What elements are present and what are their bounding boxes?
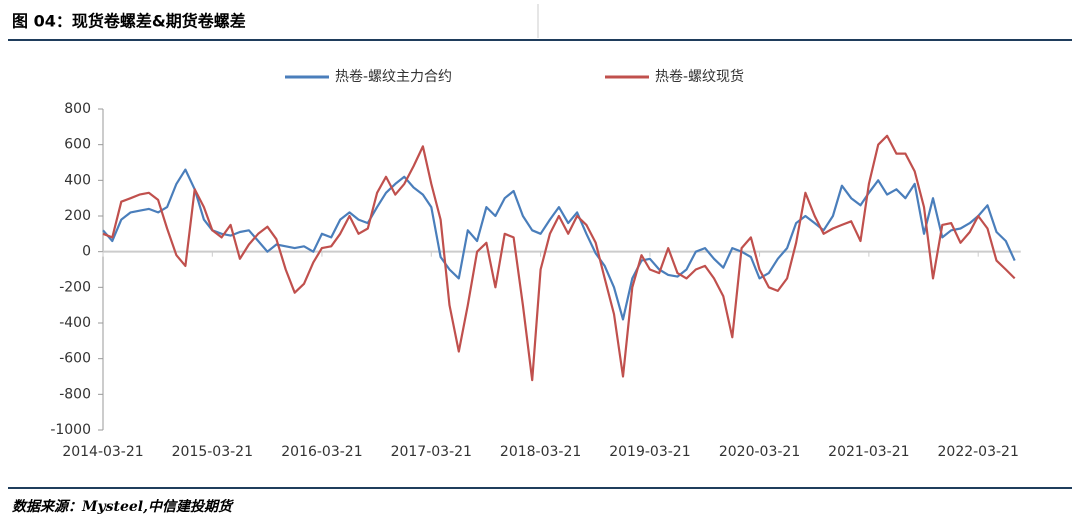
series-line [102,134,1016,382]
x-tick-label: 2020-03-21 [719,444,800,460]
source-note: 数据来源：Mysteel,中信建投期货 [12,498,234,515]
x-tick-label: 2018-03-21 [500,444,581,460]
y-tick-label: 400 [64,172,91,188]
y-tick-label: -400 [59,315,91,331]
chart-title: 图 04：现货卷螺差&期货卷螺差 [12,12,246,31]
x-tick-label: 2022-03-21 [938,444,1019,460]
series-line [102,168,1016,321]
x-tick-label: 2019-03-21 [609,444,690,460]
y-tick-label: 200 [64,208,91,224]
x-tick-label: 2015-03-21 [172,444,253,460]
x-tick-label: 2016-03-21 [281,444,362,460]
y-tick-label: -200 [59,279,91,295]
x-tick-label: 2014-03-21 [62,444,143,460]
legend-label: 热卷-螺纹主力合约 [335,69,452,85]
y-tick-label: -600 [59,351,91,367]
x-tick-label: 2017-03-21 [391,444,472,460]
legend-label: 热卷-螺纹现货 [655,68,744,85]
y-tick-label: 0 [82,244,91,260]
y-tick-label: -800 [59,386,91,402]
x-tick-label: 2021-03-21 [828,444,909,460]
y-tick-label: 600 [64,137,91,153]
y-tick-label: -1000 [50,422,91,438]
y-tick-label: 800 [64,101,91,117]
